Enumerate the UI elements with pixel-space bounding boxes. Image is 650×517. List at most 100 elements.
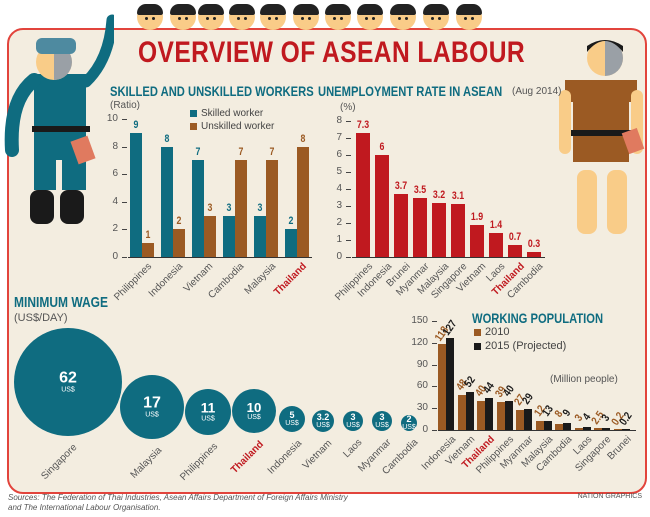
bar xyxy=(130,132,142,257)
eye-shape xyxy=(365,17,368,20)
y-tick-label: 2 xyxy=(112,223,118,235)
x-axis xyxy=(438,430,636,431)
bar xyxy=(457,395,466,430)
eye-shape xyxy=(405,17,408,20)
hair-shape xyxy=(137,4,163,15)
bar-value-label: 7 xyxy=(269,146,275,159)
legend-swatch xyxy=(190,109,197,117)
bubble-label: 11 US$ xyxy=(185,400,231,423)
x-axis xyxy=(128,257,312,258)
bar xyxy=(543,420,552,430)
bar xyxy=(432,202,446,257)
eye-shape xyxy=(213,17,216,20)
bubble-unit: US$ xyxy=(402,424,416,431)
eye-shape xyxy=(471,17,474,20)
y-tick-label: 0 xyxy=(336,251,342,262)
bubble-value: 62 xyxy=(59,369,77,387)
unemployment-subtitle: (Aug 2014) xyxy=(512,86,562,97)
sources-line-1: Sources: The Federation of Thai Industri… xyxy=(8,493,348,502)
eye-shape xyxy=(178,17,181,20)
unemployment-chart-title: UNEMPLOYMENT RATE IN ASEAN xyxy=(318,83,503,99)
bubble-label: 5 US$ xyxy=(279,411,305,428)
eye-shape xyxy=(431,17,434,20)
bar-value-label: 3 xyxy=(226,201,232,214)
y-tick-label: 3 xyxy=(336,200,342,211)
bar xyxy=(356,132,370,257)
y-tick-mark xyxy=(432,408,437,410)
skilled-ylabel: (Ratio) xyxy=(110,100,141,111)
bar xyxy=(204,215,216,257)
bubble-label: 3.2 US$ xyxy=(312,413,334,430)
face-icon xyxy=(137,4,163,30)
eye-shape xyxy=(275,17,278,20)
x-axis xyxy=(352,257,545,258)
bar xyxy=(504,400,513,430)
bar-value-label: 9 xyxy=(133,118,139,131)
bar xyxy=(524,408,532,430)
sources-line-2: and The International Labour Organisatio… xyxy=(8,503,161,512)
unemployment-ylabel: (%) xyxy=(340,102,356,113)
y-tick-label: 30 xyxy=(416,402,428,414)
bubble-value: 3 xyxy=(350,412,356,422)
y-tick-mark xyxy=(346,121,351,122)
y-tick-label: 2 xyxy=(336,217,342,228)
eye-shape xyxy=(372,17,375,20)
eye-shape xyxy=(301,17,304,20)
legend-label: 2010 xyxy=(485,326,510,338)
bar xyxy=(527,251,541,257)
y-tick-mark xyxy=(346,138,351,139)
bar-value-label: 7 xyxy=(195,146,201,159)
face-icon xyxy=(293,4,319,30)
hair-shape xyxy=(229,4,255,15)
bubble-value: 11 xyxy=(200,400,216,416)
bar-value-label: 1.9 xyxy=(470,210,484,223)
legend-item: 2015 (Projected) xyxy=(474,340,566,352)
bar-value-label: 3.5 xyxy=(413,183,427,196)
bar-value-label: 3 xyxy=(257,201,263,214)
bubble-label: 2 US$ xyxy=(401,415,417,432)
credit: NATION GRAPHICS xyxy=(577,493,642,500)
y-tick-label: 6 xyxy=(336,149,342,160)
y-tick-mark xyxy=(122,201,127,203)
y-tick-label: 4 xyxy=(336,183,342,194)
hair-shape xyxy=(325,4,351,15)
bar xyxy=(555,424,563,430)
bar-value-label: 3 xyxy=(207,201,213,214)
hair-shape xyxy=(170,4,196,15)
bubble-label: 62 US$ xyxy=(14,369,122,394)
bar-value-label: 0.3 xyxy=(527,237,541,250)
wage-bubble: 2 US$ xyxy=(401,415,417,431)
bubble-value: 3 xyxy=(379,412,385,422)
bubble-label: 17 US$ xyxy=(120,394,184,419)
bar-value-label: 8 xyxy=(164,132,170,145)
hair-shape xyxy=(293,4,319,15)
y-tick-mark xyxy=(432,364,437,366)
y-tick-mark xyxy=(346,155,351,156)
worker-illustration-left xyxy=(4,14,114,224)
y-tick-label: 4 xyxy=(112,195,118,207)
bubble-value: 17 xyxy=(143,394,161,412)
y-tick-mark xyxy=(122,229,127,231)
bar xyxy=(621,429,630,430)
legend-label: Skilled worker xyxy=(201,108,264,119)
bar xyxy=(582,427,591,430)
wage-bubble: 11 US$ xyxy=(185,389,231,435)
face-icon xyxy=(325,4,351,30)
bar xyxy=(508,245,522,257)
eye-shape xyxy=(438,17,441,20)
y-tick-label: 0 xyxy=(112,251,118,262)
bar xyxy=(516,410,524,430)
y-tick-label: 10 xyxy=(106,113,118,124)
face-icon xyxy=(229,4,255,30)
bar xyxy=(235,160,247,257)
workingpop-unit: (Million people) xyxy=(550,374,618,385)
bubble-unit: US$ xyxy=(247,414,261,422)
bubble-unit: US$ xyxy=(201,415,215,423)
bar xyxy=(192,160,204,257)
wage-bubble: 3.2 US$ xyxy=(312,410,334,432)
bar-value-label: 6 xyxy=(379,141,385,153)
legend-item: Unskilled worker xyxy=(190,121,274,132)
bar-value-label: 2 xyxy=(288,215,294,228)
hair-shape xyxy=(260,4,286,15)
bubble-unit: US$ xyxy=(145,411,159,419)
